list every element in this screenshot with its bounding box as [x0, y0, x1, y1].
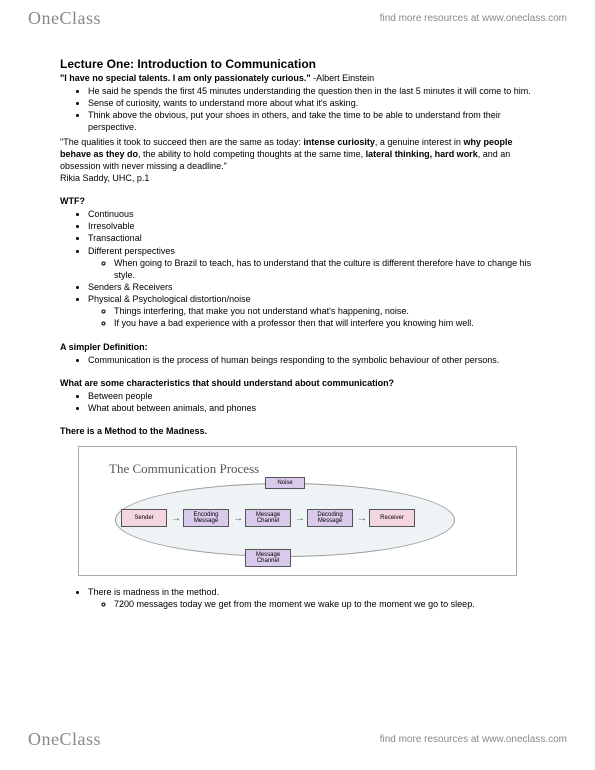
list-item: Sense of curiosity, wants to understand … [88, 97, 535, 109]
text: , the ability to hold competing thoughts… [138, 149, 366, 159]
arrow-icon: → [233, 513, 243, 524]
quote-attr: -Albert Einstein [311, 73, 375, 83]
list-item: Physical & Psychological distortion/nois… [88, 293, 535, 305]
arrow-icon: → [357, 513, 367, 524]
quote-line: "I have no special talents. I am only pa… [60, 73, 535, 83]
logo: OneClass [28, 8, 101, 29]
madness-list: There is madness in the method. 7200 mes… [60, 586, 535, 610]
node-sender: Sender [121, 509, 167, 527]
resources-link[interactable]: find more resources at www.oneclass.com [380, 734, 567, 745]
list-item: There is madness in the method. [88, 586, 535, 598]
node-message-return: Message Channel [245, 549, 291, 567]
characteristics-list: Between people What about between animal… [60, 390, 535, 414]
text: , a genuine interest in [375, 137, 464, 147]
quote-text: "I have no special talents. I am only pa… [60, 73, 311, 83]
text-bold: lateral thinking, hard work [366, 149, 478, 159]
node-receiver: Receiver [369, 509, 415, 527]
list-item: Different perspectives [88, 245, 535, 257]
method-head: There is a Method to the Madness. [60, 426, 535, 436]
node-noise: Noise [265, 477, 305, 489]
node-decoding: Decoding Message [307, 509, 353, 527]
arrow-icon: → [171, 513, 181, 524]
list-item: What about between animals, and phones [88, 402, 535, 414]
list-item: Think above the obvious, put your shoes … [88, 109, 535, 133]
list-item: Irresolvable [88, 220, 535, 232]
logo: OneClass [28, 729, 101, 750]
list-item: He said he spends the first 45 minutes u… [88, 85, 535, 97]
intro-list: He said he spends the first 45 minutes u… [60, 85, 535, 134]
sub-item: 7200 messages today we get from the mome… [114, 598, 535, 610]
node-message: Message Channel [245, 509, 291, 527]
arrow-icon: → [295, 513, 305, 524]
wtf-list: Continuous Irresolvable Transactional Di… [60, 208, 535, 329]
qualities-paragraph: "The qualities it took to succeed then a… [60, 136, 535, 185]
simpler-head: A simpler Definition: [60, 342, 535, 352]
wtf-head: WTF? [60, 196, 535, 206]
text-bold: intense curiosity [303, 137, 375, 147]
page-header: OneClass find more resources at www.onec… [0, 0, 595, 37]
simpler-list: Communication is the process of human be… [60, 354, 535, 366]
lecture-title: Lecture One: Introduction to Communicati… [60, 57, 535, 71]
list-item: Communication is the process of human be… [88, 354, 535, 366]
content: Lecture One: Introduction to Communicati… [0, 37, 595, 610]
diagram-title: The Communication Process [109, 461, 506, 477]
characteristics-head: What are some characteristics that shoul… [60, 378, 535, 388]
list-item: Between people [88, 390, 535, 402]
list-item: Continuous [88, 208, 535, 220]
node-encoding: Encoding Message [183, 509, 229, 527]
sub-item: Things interfering, that make you not un… [114, 305, 535, 317]
resources-link[interactable]: find more resources at www.oneclass.com [380, 13, 567, 24]
text: "The qualities it took to succeed then a… [60, 137, 303, 147]
list-item: Senders & Receivers [88, 281, 535, 293]
citation: Rikia Saddy, UHC, p.1 [60, 173, 149, 183]
communication-diagram: The Communication Process Noise Sender E… [78, 446, 517, 576]
sub-item: When going to Brazil to teach, has to un… [114, 257, 535, 281]
sub-item: If you have a bad experience with a prof… [114, 317, 535, 329]
list-item: Transactional [88, 232, 535, 244]
page-footer: OneClass find more resources at www.onec… [0, 721, 595, 758]
